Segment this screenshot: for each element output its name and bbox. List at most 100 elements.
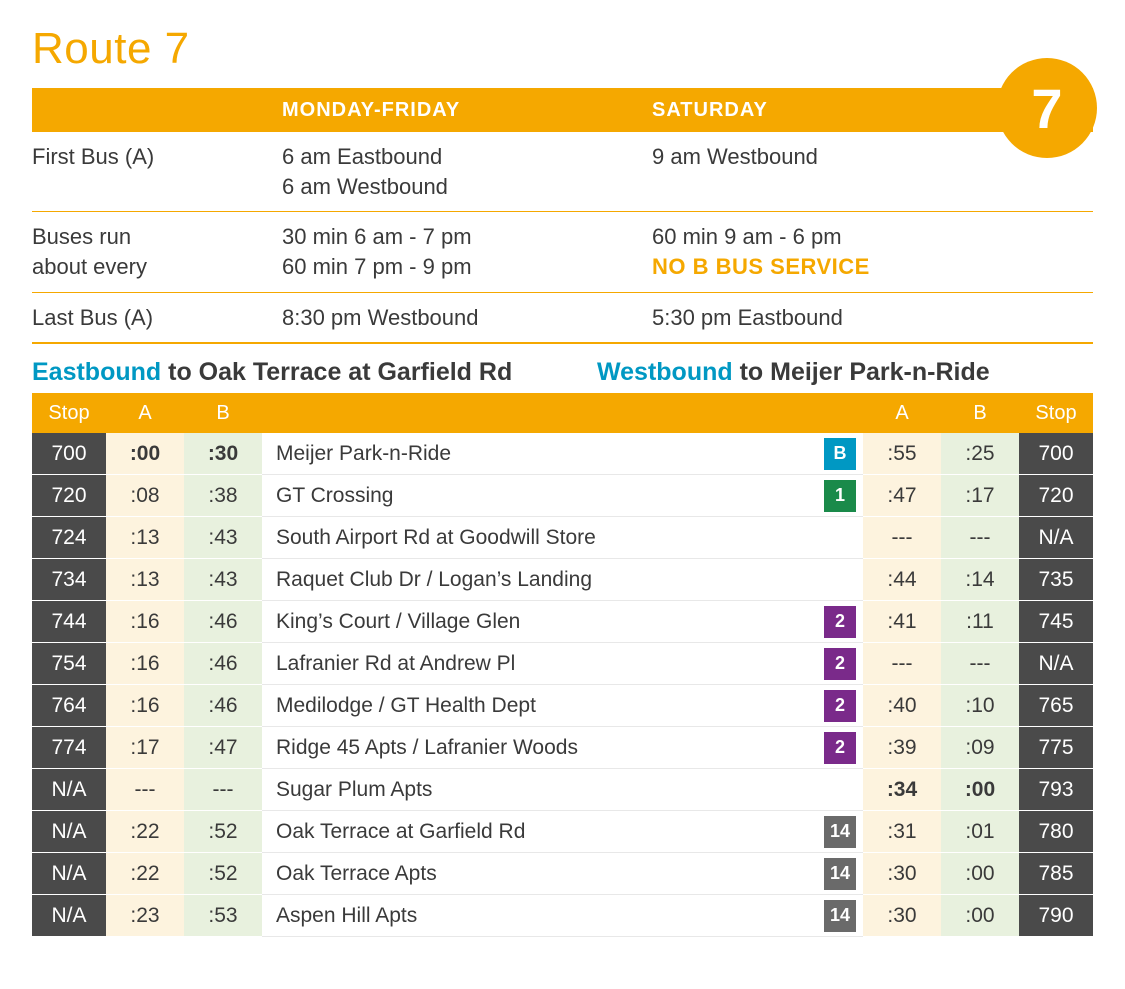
route-title: Route 7 xyxy=(32,24,1093,74)
time-a-east: :17 xyxy=(106,727,184,769)
connection-badge: 2 xyxy=(824,648,856,680)
summary-weekday: 6 am Eastbound6 am Westbound xyxy=(282,142,652,201)
time-a-east: :16 xyxy=(106,685,184,727)
schedule-row: N/A------Sugar Plum Apts:34:00793 xyxy=(32,769,1093,811)
stop-name: Oak Terrace at Garfield Rd xyxy=(262,811,821,853)
time-a-west: --- xyxy=(863,517,941,559)
schedule-row: 734:13:43Raquet Club Dr / Logan’s Landin… xyxy=(32,559,1093,601)
summary-row: First Bus (A)6 am Eastbound6 am Westboun… xyxy=(32,132,1093,212)
schedule-body: 700:00:30Meijer Park-n-RideB:55:25700720… xyxy=(32,433,1093,937)
connection-badge: 14 xyxy=(824,858,856,890)
stop-name: King’s Court / Village Glen xyxy=(262,601,821,643)
stop-name: Raquet Club Dr / Logan’s Landing xyxy=(262,559,821,601)
time-b-east: :46 xyxy=(184,601,262,643)
stop-number-right: N/A xyxy=(1019,517,1093,559)
time-b-west: :00 xyxy=(941,769,1019,811)
time-a-west: :30 xyxy=(863,895,941,937)
summary-saturday: 5:30 pm Eastbound xyxy=(652,303,1093,333)
time-a-west: --- xyxy=(863,643,941,685)
connection-badge-cell: 14 xyxy=(821,853,863,895)
header-bar-wrap: MONDAY-FRIDAY SATURDAY 7 xyxy=(32,88,1093,132)
time-b-east: :52 xyxy=(184,811,262,853)
connection-badge: B xyxy=(824,438,856,470)
time-a-west: :30 xyxy=(863,853,941,895)
stop-name: Oak Terrace Apts xyxy=(262,853,821,895)
time-b-west: :11 xyxy=(941,601,1019,643)
time-a-west: :31 xyxy=(863,811,941,853)
stop-name: Sugar Plum Apts xyxy=(262,769,821,811)
stop-number-right: 785 xyxy=(1019,853,1093,895)
time-a-east: :00 xyxy=(106,433,184,475)
stop-number-right: 790 xyxy=(1019,895,1093,937)
connection-badge: 2 xyxy=(824,690,856,722)
stop-number-left: 764 xyxy=(32,685,106,727)
connection-badge: 2 xyxy=(824,606,856,638)
stop-number-left: 734 xyxy=(32,559,106,601)
schedule-row: 774:17:47Ridge 45 Apts / Lafranier Woods… xyxy=(32,727,1093,769)
time-b-east: :53 xyxy=(184,895,262,937)
stop-number-right: 745 xyxy=(1019,601,1093,643)
time-b-east: :43 xyxy=(184,517,262,559)
eastbound-dest: to Oak Terrace at Garfield Rd xyxy=(161,358,512,386)
schedule-row: 754:16:46Lafranier Rd at Andrew Pl2-----… xyxy=(32,643,1093,685)
time-b-east: :43 xyxy=(184,559,262,601)
connection-badge: 2 xyxy=(824,732,856,764)
schedule-row: 764:16:46Medilodge / GT Health Dept2:40:… xyxy=(32,685,1093,727)
time-b-west: :10 xyxy=(941,685,1019,727)
time-b-west: :01 xyxy=(941,811,1019,853)
connection-badge-cell: 14 xyxy=(821,895,863,937)
time-b-west: :00 xyxy=(941,895,1019,937)
stop-name: Medilodge / GT Health Dept xyxy=(262,685,821,727)
stop-name: Aspen Hill Apts xyxy=(262,895,821,937)
stop-number-right: 765 xyxy=(1019,685,1093,727)
hdr-b-left: B xyxy=(184,402,262,425)
stop-number-left: 754 xyxy=(32,643,106,685)
stop-number-right: N/A xyxy=(1019,643,1093,685)
schedule-header: Stop A B A B Stop xyxy=(32,393,1093,433)
summary-table: First Bus (A)6 am Eastbound6 am Westboun… xyxy=(32,132,1093,344)
hdr-a-left: A xyxy=(106,402,184,425)
time-a-east: :16 xyxy=(106,643,184,685)
connection-badge-cell: 1 xyxy=(821,475,863,517)
summary-weekday: 30 min 6 am - 7 pm60 min 7 pm - 9 pm xyxy=(282,222,652,281)
westbound-dest: to Meijer Park-n-Ride xyxy=(733,358,990,386)
connection-badge-cell: B xyxy=(821,433,863,475)
time-b-east: --- xyxy=(184,769,262,811)
schedule-row: 744:16:46King’s Court / Village Glen2:41… xyxy=(32,601,1093,643)
time-b-east: :46 xyxy=(184,643,262,685)
route-badge: 7 xyxy=(997,58,1097,158)
time-a-east: :08 xyxy=(106,475,184,517)
time-b-east: :38 xyxy=(184,475,262,517)
stop-number-right: 775 xyxy=(1019,727,1093,769)
time-a-east: :22 xyxy=(106,811,184,853)
time-a-west: :44 xyxy=(863,559,941,601)
time-b-west: :00 xyxy=(941,853,1019,895)
time-b-east: :52 xyxy=(184,853,262,895)
summary-saturday: 60 min 9 am - 6 pmNO B BUS SERVICE xyxy=(652,222,1093,281)
time-a-east: :22 xyxy=(106,853,184,895)
stop-number-right: 720 xyxy=(1019,475,1093,517)
time-b-west: --- xyxy=(941,643,1019,685)
hdr-stop-right: Stop xyxy=(1019,402,1093,425)
summary-label: First Bus (A) xyxy=(32,142,282,201)
time-a-west: :34 xyxy=(863,769,941,811)
schedule-row: 724:13:43South Airport Rd at Goodwill St… xyxy=(32,517,1093,559)
time-a-east: :16 xyxy=(106,601,184,643)
stop-number-left: 724 xyxy=(32,517,106,559)
stop-number-right: 793 xyxy=(1019,769,1093,811)
connection-badge: 1 xyxy=(824,480,856,512)
time-b-west: :25 xyxy=(941,433,1019,475)
stop-number-left: N/A xyxy=(32,769,106,811)
time-a-west: :39 xyxy=(863,727,941,769)
stop-name: Ridge 45 Apts / Lafranier Woods xyxy=(262,727,821,769)
time-a-east: :13 xyxy=(106,517,184,559)
stop-number-right: 780 xyxy=(1019,811,1093,853)
connection-badge-cell: 2 xyxy=(821,727,863,769)
header-bar: MONDAY-FRIDAY SATURDAY xyxy=(32,88,1093,132)
time-b-west: --- xyxy=(941,517,1019,559)
stop-name: Lafranier Rd at Andrew Pl xyxy=(262,643,821,685)
time-a-east: :23 xyxy=(106,895,184,937)
stop-number-right: 700 xyxy=(1019,433,1093,475)
header-weekday: MONDAY-FRIDAY xyxy=(282,99,652,122)
stop-number-left: 700 xyxy=(32,433,106,475)
